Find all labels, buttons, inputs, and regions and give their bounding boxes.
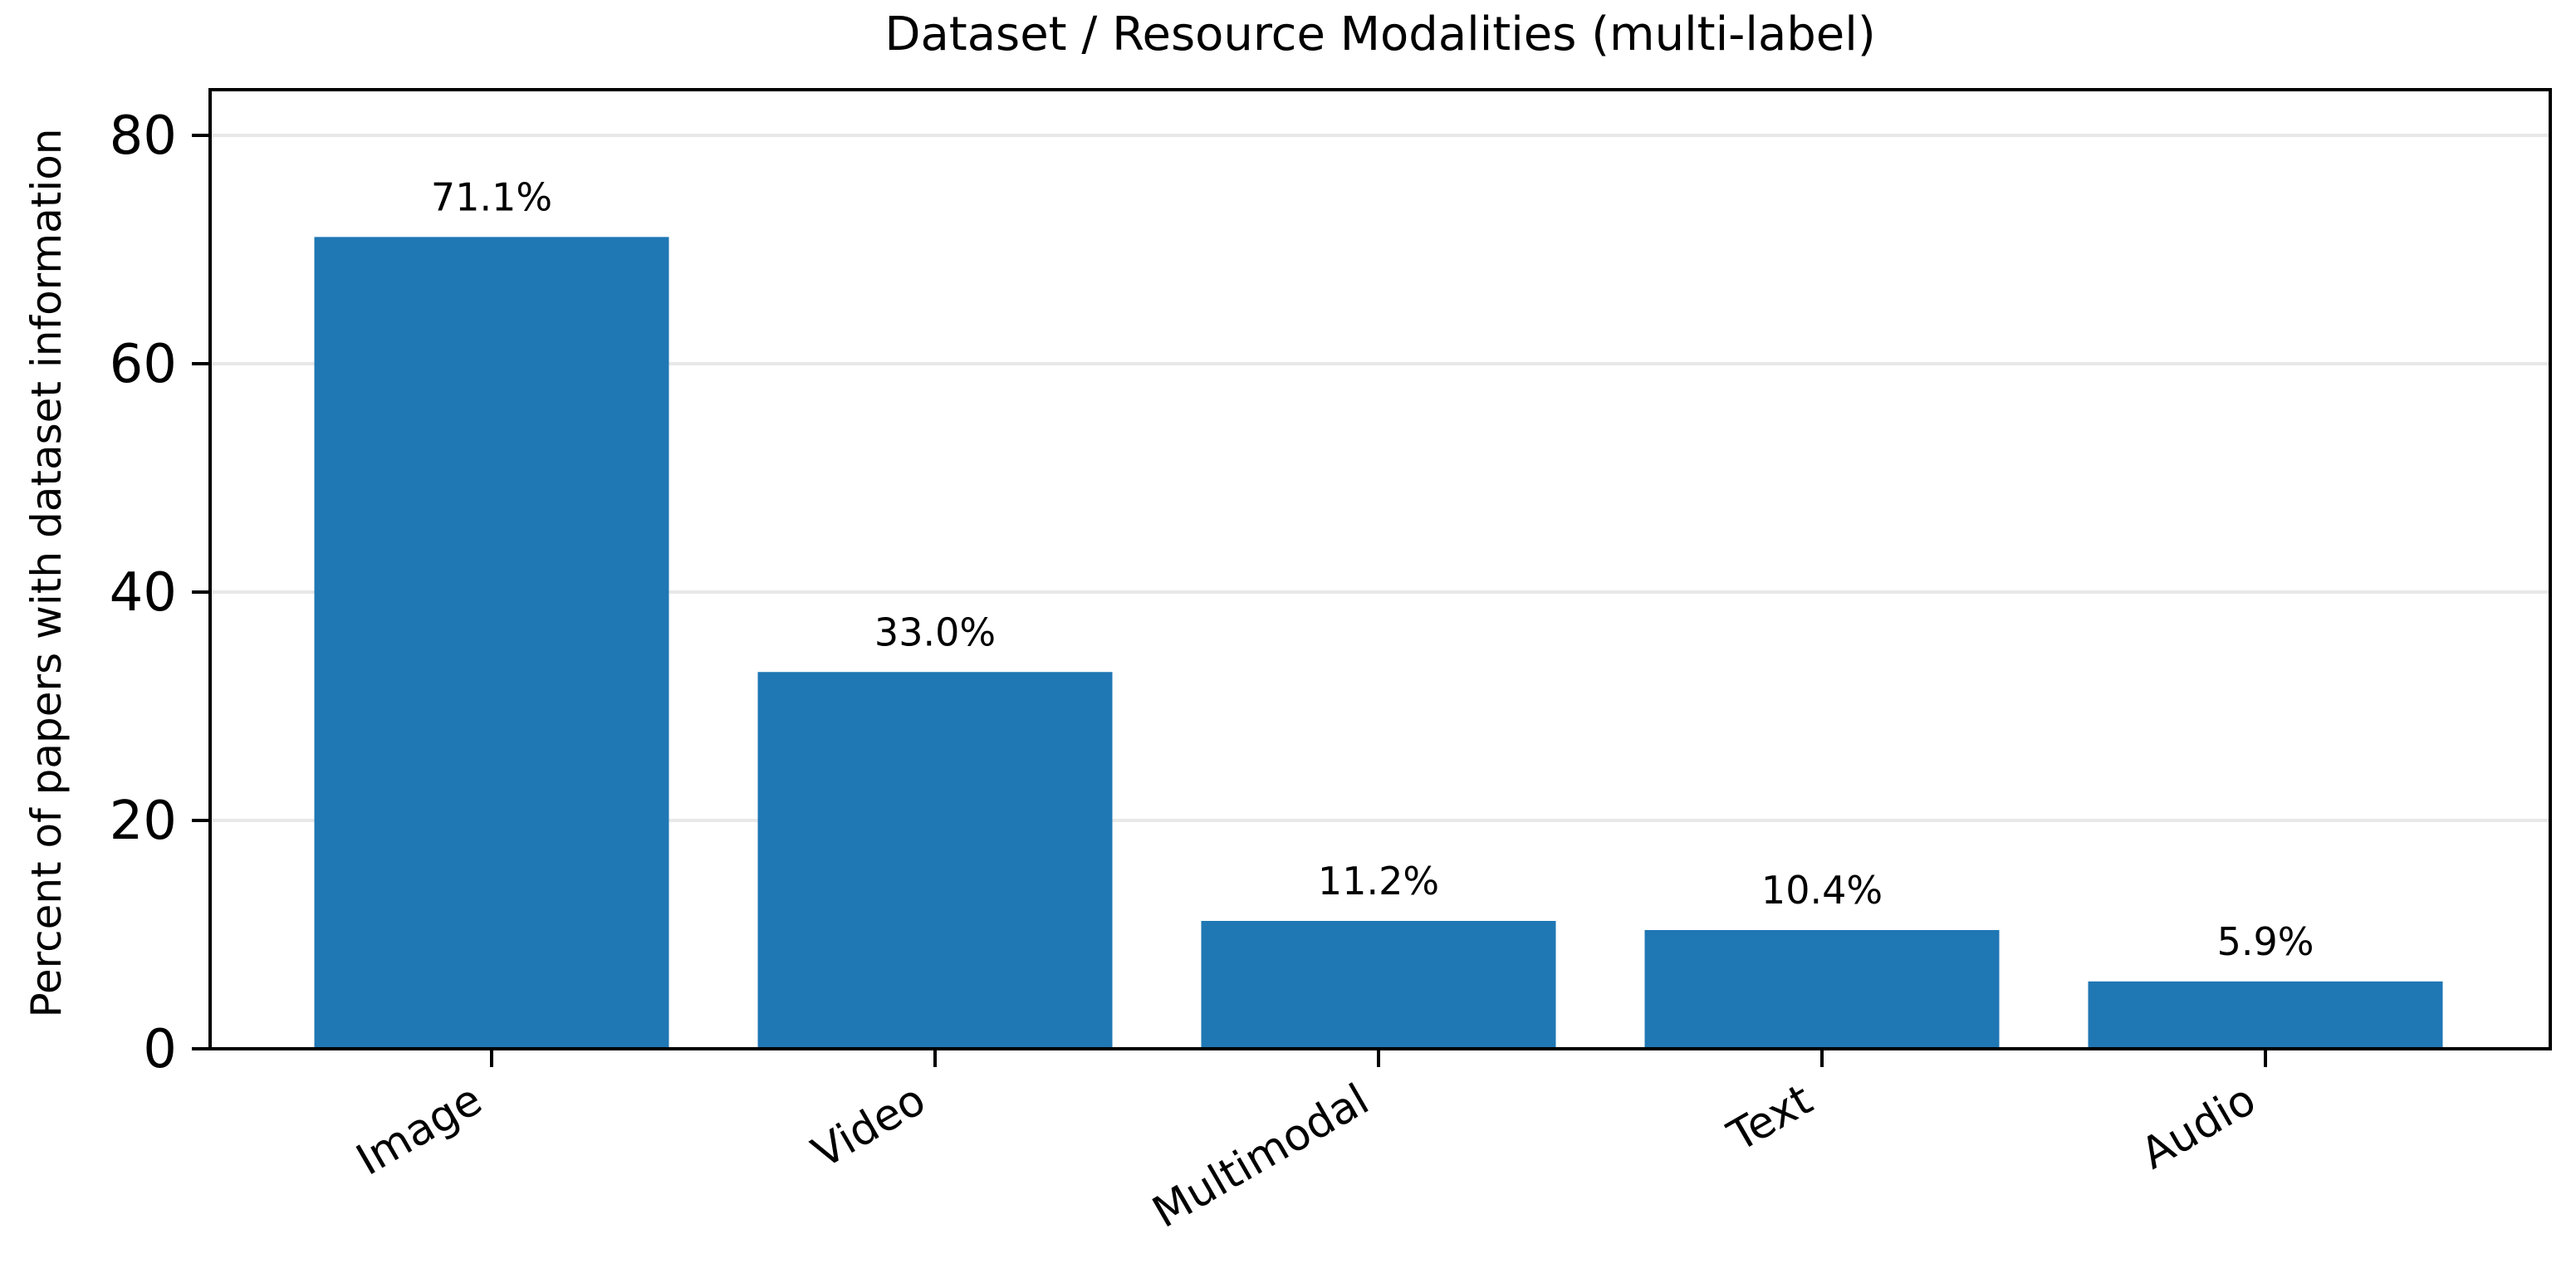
bar-value-label: 33.0%	[874, 610, 996, 654]
x-tick-label: Multimodal	[1144, 1075, 1377, 1237]
bar	[314, 237, 669, 1049]
y-axis-label: Percent of papers with dataset informati…	[22, 129, 71, 1018]
bar	[757, 672, 1113, 1049]
bar-value-label: 11.2%	[1318, 859, 1439, 903]
bar	[2088, 981, 2443, 1049]
bar-value-label: 10.4%	[1761, 868, 1883, 913]
x-axis: Image Video Multimodal Text Audio	[348, 1049, 2267, 1238]
y-axis: 0 20 40 60 80	[110, 105, 210, 1080]
x-tick-label: Video	[804, 1075, 933, 1178]
bar	[1201, 921, 1556, 1049]
y-tick-label: 80	[110, 105, 177, 167]
y-tick-label: 0	[143, 1019, 177, 1080]
plot-frame	[208, 88, 2552, 1050]
y-tick-label: 40	[110, 562, 177, 624]
bar-value-label: 5.9%	[2217, 919, 2314, 964]
bars	[314, 237, 2443, 1049]
chart-title: Dataset / Resource Modalities (multi-lab…	[884, 7, 1875, 61]
bar-value-label: 71.1%	[431, 174, 552, 219]
x-tick-label: Audio	[2133, 1075, 2264, 1179]
x-tick-label: Text	[1720, 1075, 1821, 1162]
x-tick-label: Image	[348, 1075, 490, 1185]
y-tick-label: 20	[110, 791, 177, 852]
bar	[1644, 930, 2000, 1049]
y-tick-label: 60	[110, 334, 177, 395]
data-labels: 71.1% 33.0% 11.2% 10.4% 5.9%	[431, 174, 2314, 964]
